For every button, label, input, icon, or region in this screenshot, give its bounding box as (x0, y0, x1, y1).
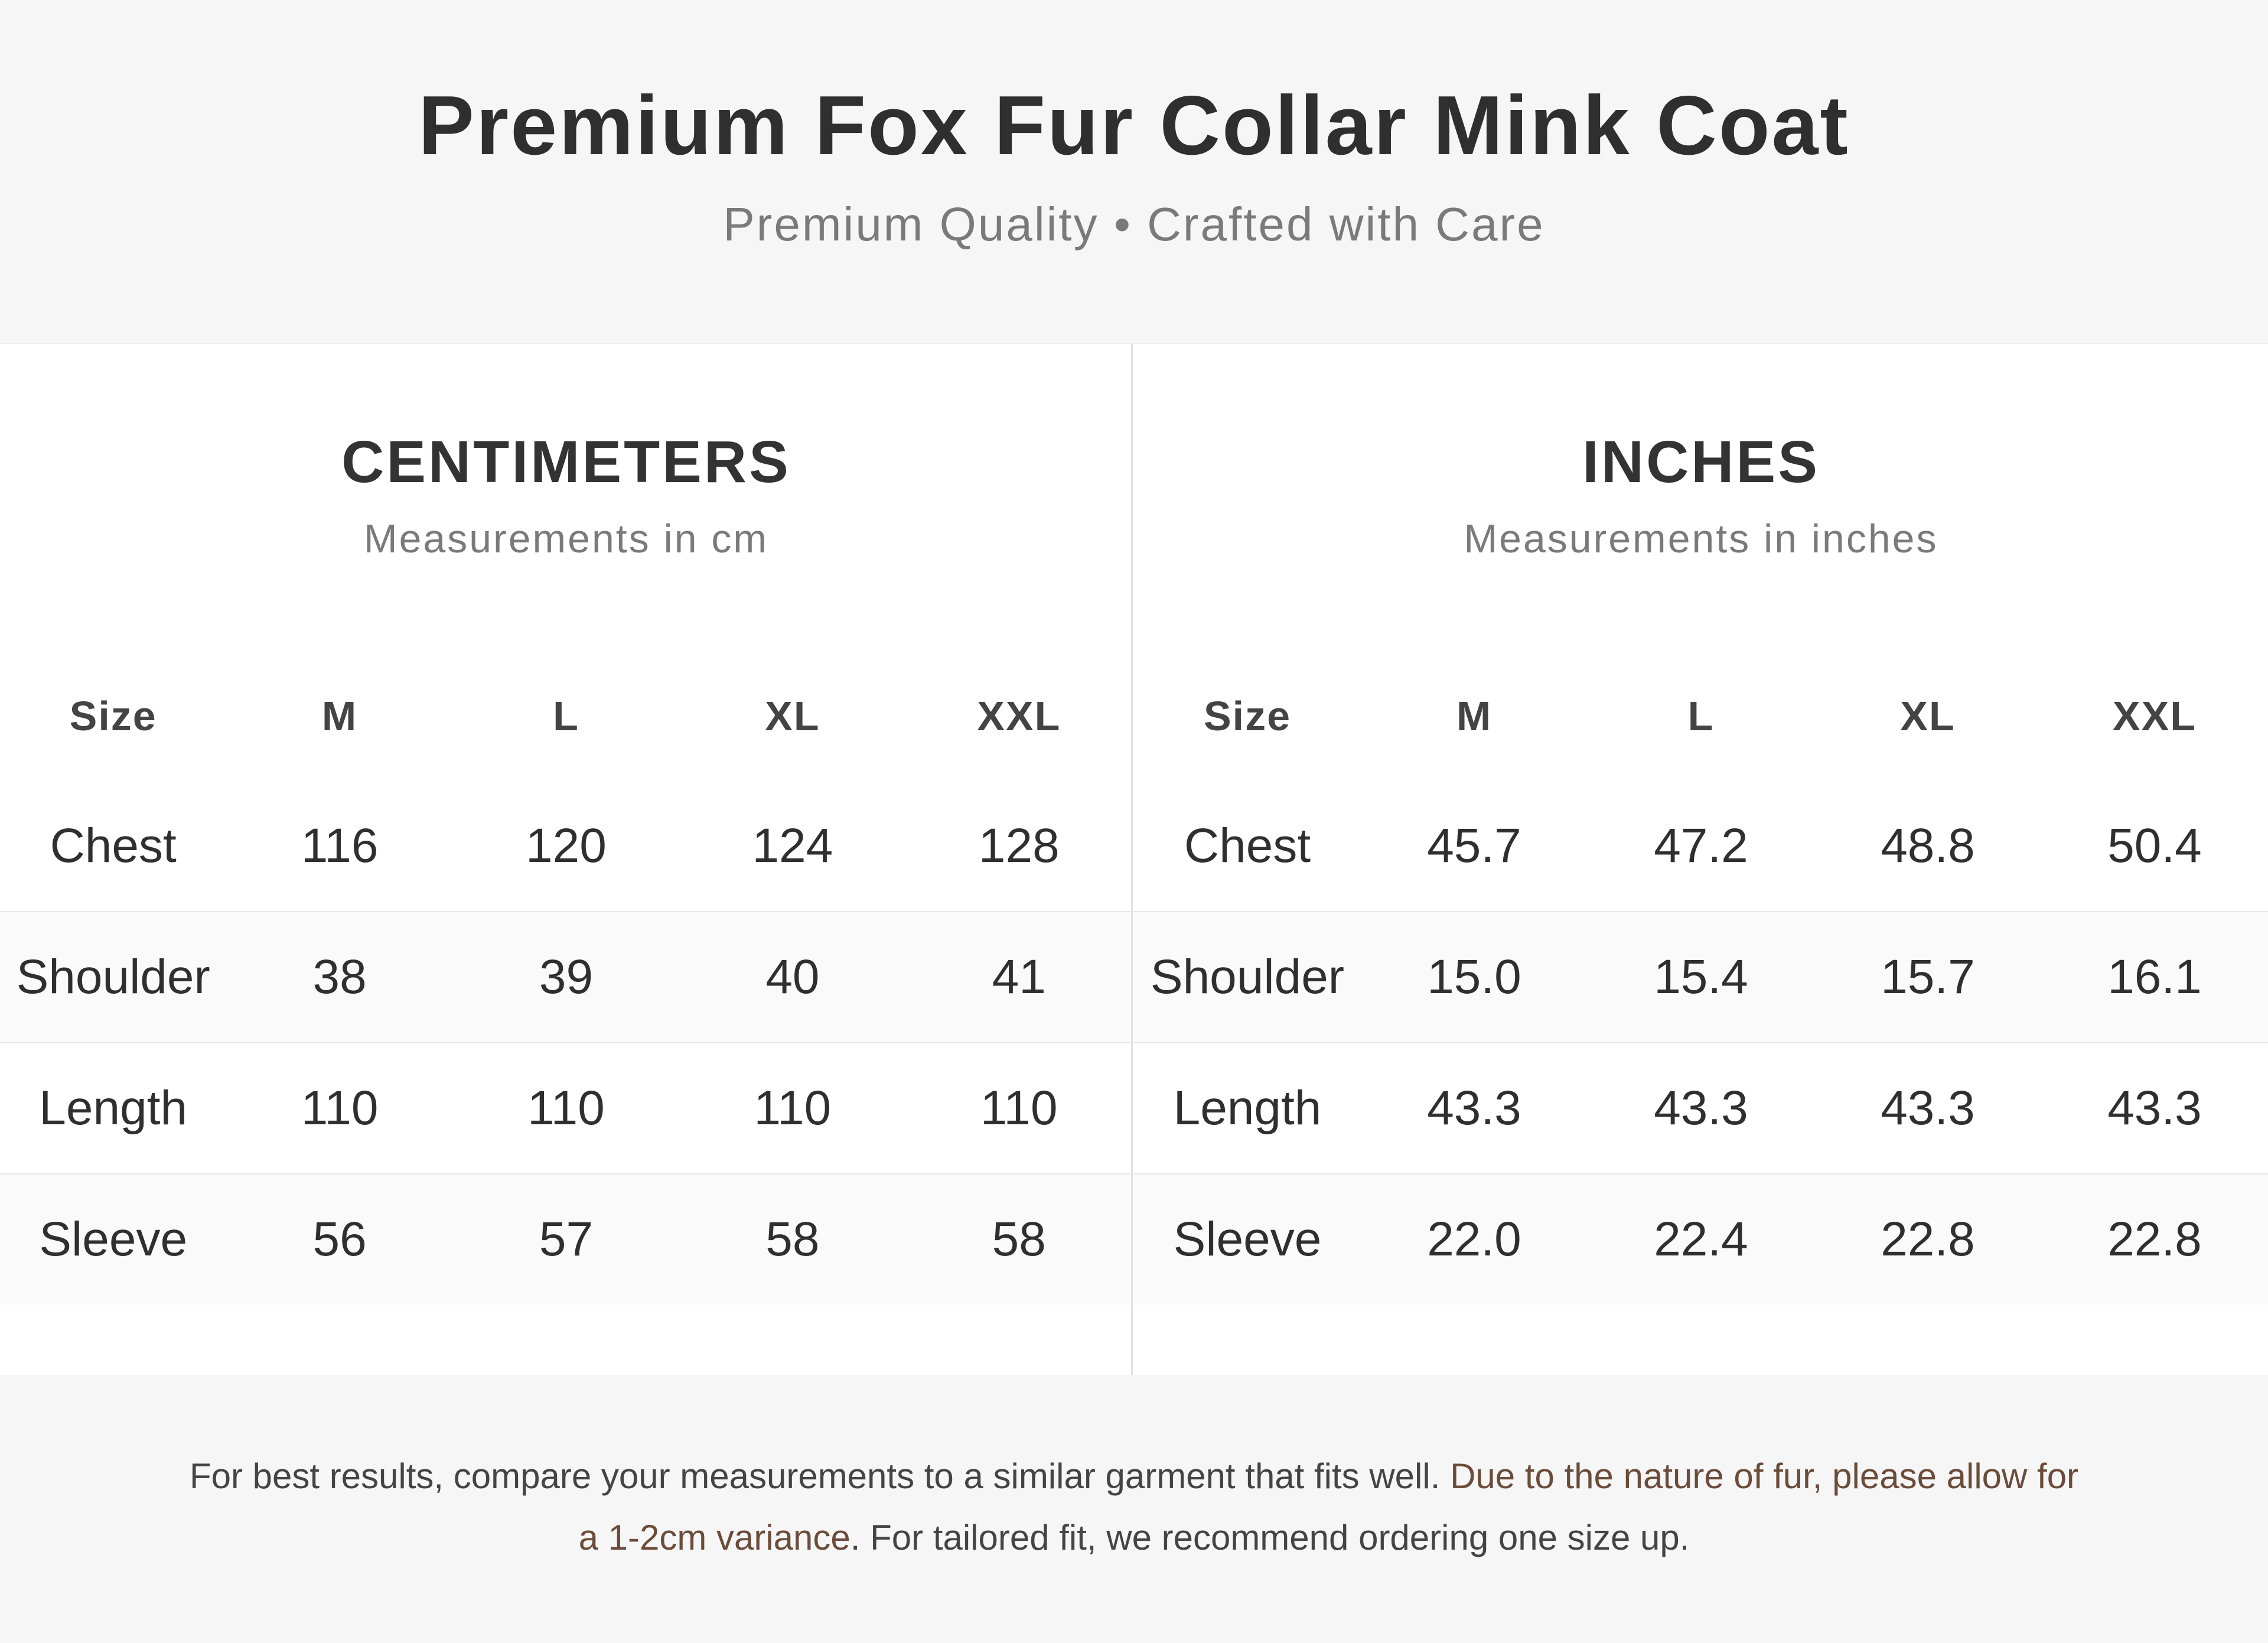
inches-subtitle: Measurements in inches (1464, 516, 1938, 561)
table-row: Shoulder 15.0 15.4 15.7 16.1 (1134, 912, 2268, 1043)
table-header-row: Size M L XL XXL (0, 651, 1132, 781)
size-chart-panels: CENTIMETERS Measurements in cm Size M L … (0, 343, 2268, 1376)
table-header-row: Size M L XL XXL (1134, 651, 2268, 781)
column-header-xxl: XXL (2112, 693, 2197, 739)
table-cell: 40 (679, 912, 906, 1043)
table-cell: 56 (226, 1174, 453, 1304)
table-row: Chest 45.7 47.2 48.8 50.4 (1134, 781, 2268, 912)
centimeters-table: Size M L XL XXL Chest 116 120 124 128 Sh… (0, 651, 1132, 1304)
column-header-size: Size (1203, 693, 1292, 739)
row-label: Sleeve (0, 1174, 227, 1304)
table-cell: 22.0 (1361, 1174, 1588, 1304)
table-cell: 41 (905, 912, 1132, 1043)
table-row: Chest 116 120 124 128 (0, 781, 1132, 912)
centimeters-subtitle: Measurements in cm (363, 516, 769, 561)
table-row: Sleeve 22.0 22.4 22.8 22.8 (1134, 1174, 2268, 1304)
row-label: Shoulder (1134, 912, 1361, 1043)
column-header-l: L (553, 693, 579, 739)
table-cell: 50.4 (2107, 819, 2202, 873)
panel-divider (1131, 344, 1133, 1375)
table-cell: 124 (752, 819, 833, 873)
table-cell: 15.7 (1814, 912, 2041, 1043)
table-row: Length 43.3 43.3 43.3 43.3 (1134, 1043, 2268, 1174)
table-cell: 48.8 (1881, 819, 1975, 873)
table-cell: 22.8 (1814, 1174, 2041, 1304)
table-cell: 110 (754, 1081, 832, 1135)
column-header-size: Size (69, 693, 157, 739)
row-label: Length (39, 1081, 188, 1135)
table-cell: 16.1 (2041, 912, 2268, 1043)
table-cell: 110 (301, 1081, 379, 1135)
inches-title: INCHES (1582, 429, 1820, 495)
table-cell: 39 (452, 912, 680, 1043)
footer-text-part1: For best results, compare your measureme… (189, 1456, 1451, 1496)
centimeters-panel: CENTIMETERS Measurements in cm Size M L … (0, 344, 1132, 1375)
table-cell: 58 (679, 1174, 906, 1304)
table-cell: 45.7 (1427, 819, 1521, 873)
table-cell: 128 (978, 819, 1060, 873)
table-cell: 43.3 (1427, 1081, 1521, 1135)
table-cell: 15.0 (1361, 912, 1588, 1043)
footer-text-part2: . For tailored fit, we recommend orderin… (850, 1518, 1690, 1557)
page-subtitle: Premium Quality • Crafted with Care (723, 198, 1545, 250)
row-label: Chest (1184, 819, 1311, 873)
table-cell: 57 (452, 1174, 680, 1304)
row-label: Sleeve (1134, 1174, 1361, 1304)
column-header-m: M (321, 693, 358, 739)
footer-note: For best results, compare your measureme… (0, 1375, 2268, 1643)
table-cell: 43.3 (2107, 1081, 2202, 1135)
column-header-l: L (1687, 693, 1715, 739)
table-cell: 47.2 (1654, 819, 1748, 873)
table-cell: 43.3 (1881, 1081, 1975, 1135)
table-row: Length 110 110 110 110 (0, 1043, 1132, 1174)
table-row: Sleeve 56 57 58 58 (0, 1174, 1132, 1304)
column-header-xl: XL (765, 693, 820, 739)
page-title: Premium Fox Fur Collar Mink Coat (418, 79, 1850, 173)
column-header-xl: XL (1900, 693, 1956, 739)
inches-table: Size M L XL XXL Chest 45.7 47.2 48.8 50.… (1134, 651, 2268, 1304)
footer-variance-highlight: Due to the nature of fur, please allow f… (578, 1456, 2079, 1557)
table-cell: 15.4 (1588, 912, 1814, 1043)
table-cell: 120 (526, 819, 607, 873)
table-cell: 110 (980, 1081, 1058, 1135)
row-label: Shoulder (0, 912, 227, 1043)
footer-text: For best results, compare your measureme… (177, 1446, 2091, 1569)
page-header: Premium Fox Fur Collar Mink Coat Premium… (0, 0, 2268, 343)
table-row: Shoulder 38 39 40 41 (0, 912, 1132, 1043)
column-header-xxl: XXL (977, 693, 1061, 739)
table-cell: 38 (226, 912, 453, 1043)
row-label: Chest (50, 819, 177, 873)
centimeters-title: CENTIMETERS (341, 429, 791, 495)
table-cell: 110 (527, 1081, 605, 1135)
row-label: Length (1173, 1081, 1322, 1135)
column-header-m: M (1456, 693, 1493, 739)
table-cell: 58 (905, 1174, 1132, 1304)
table-cell: 116 (301, 819, 379, 873)
table-cell: 22.8 (2041, 1174, 2268, 1304)
inches-panel: INCHES Measurements in inches Size M L X… (1134, 344, 2268, 1375)
table-cell: 22.4 (1588, 1174, 1814, 1304)
table-cell: 43.3 (1654, 1081, 1748, 1135)
